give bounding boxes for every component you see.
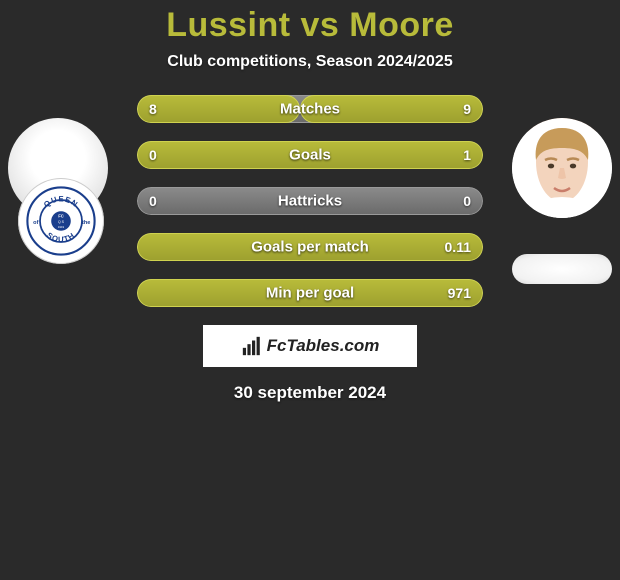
player-right-face-icon: [512, 118, 612, 218]
stat-row: 0 1 Goals: [137, 141, 483, 169]
stat-row: 0 0 Hattricks: [137, 187, 483, 215]
stat-label: Goals per match: [251, 239, 369, 256]
stat-value-left: 8: [149, 101, 157, 117]
stat-label: Min per goal: [266, 285, 354, 302]
stat-value-left: 0: [149, 193, 157, 209]
brand-badge[interactable]: FcTables.com: [203, 325, 417, 367]
brand-text: FcTables.com: [267, 336, 380, 356]
bars-chart-icon: [241, 335, 263, 357]
svg-text:1919: 1919: [58, 225, 65, 229]
svg-text:of: of: [33, 220, 38, 226]
stat-value-left: 0: [149, 147, 157, 163]
stat-row: 0.11 Goals per match: [137, 233, 483, 261]
comparison-card: Lussint vs Moore Club competitions, Seas…: [0, 0, 620, 460]
stat-label: Goals: [289, 147, 331, 164]
stat-value-right: 971: [448, 285, 471, 301]
date-text: 30 september 2024: [0, 383, 620, 403]
club-left-crest: FC Q S 1919 QUEEN SOUTH of the: [18, 178, 104, 264]
stat-row: 8 9 Matches: [137, 95, 483, 123]
stat-label: Matches: [280, 101, 340, 118]
club-right-placeholder: [512, 254, 612, 284]
queen-of-the-south-crest-icon: FC Q S 1919 QUEEN SOUTH of the: [26, 186, 96, 256]
subtitle: Club competitions, Season 2024/2025: [0, 53, 620, 71]
svg-text:Q S: Q S: [58, 220, 65, 224]
player-right-avatar: [512, 118, 612, 218]
stat-value-right: 0: [463, 193, 471, 209]
stat-label: Hattricks: [278, 193, 342, 210]
stat-value-right: 1: [463, 147, 471, 163]
stat-value-right: 9: [463, 101, 471, 117]
stat-fill-left: [137, 95, 300, 123]
page-title: Lussint vs Moore: [0, 6, 620, 45]
stat-value-right: 0.11: [445, 239, 471, 255]
svg-text:the: the: [82, 220, 90, 226]
svg-text:FC: FC: [58, 214, 64, 219]
stat-row: 971 Min per goal: [137, 279, 483, 307]
